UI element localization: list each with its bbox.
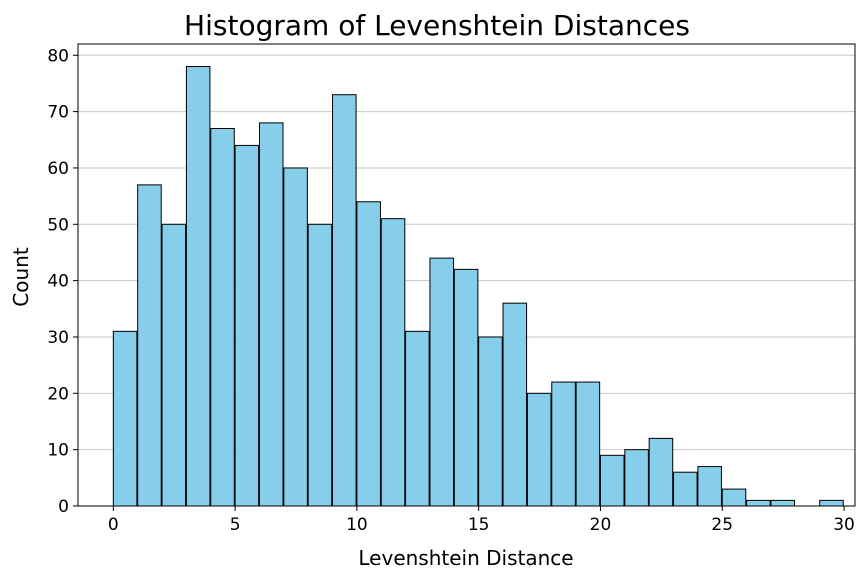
x-tick-label: 0 <box>108 515 119 535</box>
histogram-bar <box>234 144 260 507</box>
histogram-bar <box>112 330 138 507</box>
y-tick-label: 50 <box>47 215 69 235</box>
y-tick-label: 40 <box>47 272 69 292</box>
y-tick-label: 80 <box>47 46 69 66</box>
plot-frame <box>77 43 856 507</box>
y-tick-label: 20 <box>47 384 69 404</box>
histogram-bar <box>161 223 187 507</box>
histogram-bar <box>819 499 844 507</box>
histogram-bar <box>137 184 162 507</box>
histogram-bar <box>429 257 455 507</box>
x-axis-label: Levenshtein Distance <box>358 546 573 570</box>
y-ticks: 0 10 20 30 40 50 60 70 80 <box>47 46 78 517</box>
x-tick-label: 30 <box>833 515 855 535</box>
histogram-bar <box>453 268 479 507</box>
x-tick-label: 10 <box>346 515 368 535</box>
histogram-bar <box>210 128 235 507</box>
histogram-bar <box>185 66 211 507</box>
histogram-bar <box>283 167 308 507</box>
y-tick-label: 30 <box>47 328 69 348</box>
histogram-bar <box>502 302 528 507</box>
histogram-bar <box>405 330 430 507</box>
x-tick-label: 5 <box>230 515 241 535</box>
histogram-bar <box>721 488 747 507</box>
x-tick-label: 20 <box>590 515 612 535</box>
bars <box>112 66 844 507</box>
histogram-bar <box>697 466 722 507</box>
histogram-bar <box>648 437 674 507</box>
histogram-bar <box>746 499 771 507</box>
histogram-bar <box>770 499 796 507</box>
histogram-bar <box>526 392 552 507</box>
histogram-bar <box>356 201 381 507</box>
y-tick-label: 10 <box>47 441 69 461</box>
histogram-bar <box>307 223 333 507</box>
histogram-bar <box>599 454 625 507</box>
x-tick-label: 15 <box>468 515 490 535</box>
y-tick-label: 70 <box>47 103 69 123</box>
histogram-bar <box>673 471 698 507</box>
histogram-bar <box>258 122 284 507</box>
x-tick-label: 25 <box>711 515 733 535</box>
y-tick-label: 60 <box>47 159 69 179</box>
histogram-bar <box>551 381 576 507</box>
y-axis-label: Count <box>9 247 33 307</box>
x-ticks: 0 5 10 15 20 25 30 <box>108 506 855 535</box>
chart-title: Histogram of Levenshtein Distances <box>184 9 690 42</box>
histogram-bar <box>478 336 503 507</box>
histogram-bar <box>575 381 601 507</box>
histogram-bar <box>624 449 649 507</box>
histogram-bar <box>332 94 357 507</box>
y-tick-label: 0 <box>58 497 69 517</box>
histogram-bar <box>380 218 406 507</box>
